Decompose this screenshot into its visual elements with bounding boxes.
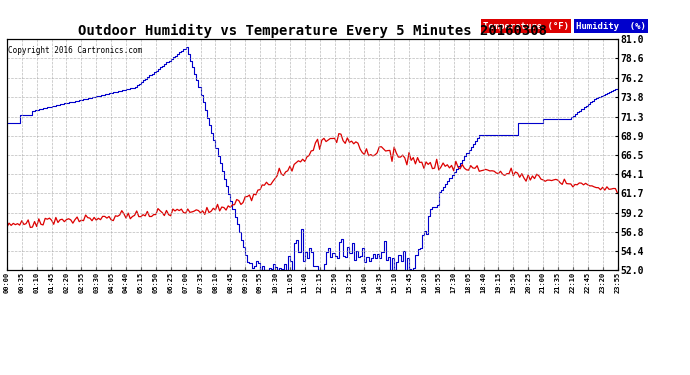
Text: Temperature (°F): Temperature (°F) [483, 22, 569, 31]
Text: Copyright 2016 Cartronics.com: Copyright 2016 Cartronics.com [8, 46, 142, 55]
Title: Outdoor Humidity vs Temperature Every 5 Minutes 20160308: Outdoor Humidity vs Temperature Every 5 … [78, 24, 546, 38]
Text: Humidity  (%): Humidity (%) [576, 22, 646, 31]
